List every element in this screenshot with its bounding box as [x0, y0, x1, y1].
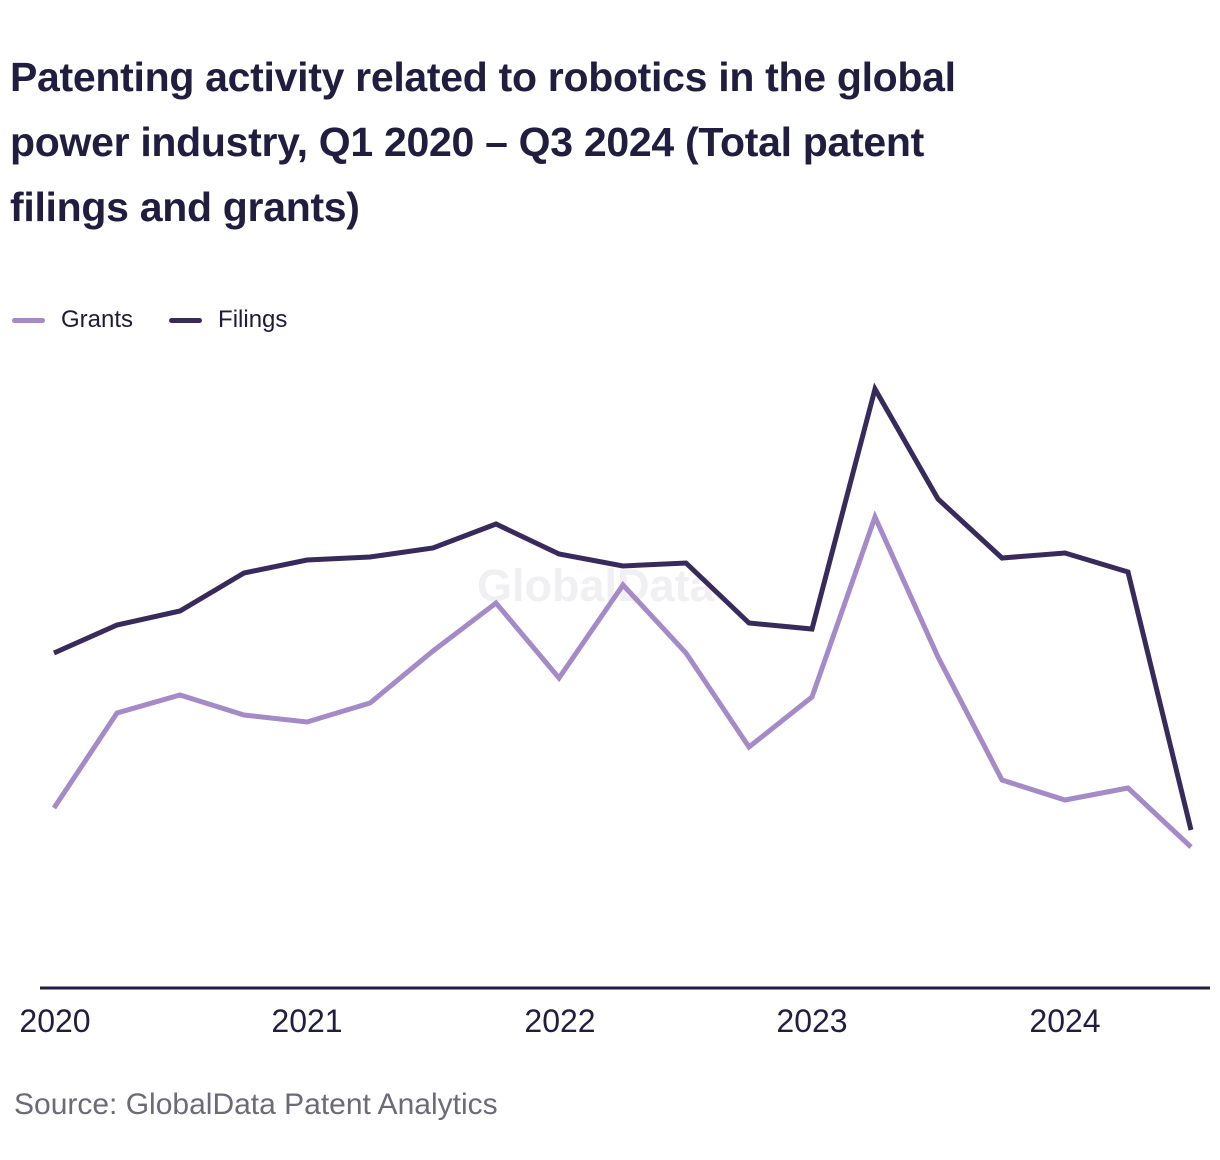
legend-label-filings: Filings: [218, 306, 288, 333]
legend-item-grants: Grants: [12, 306, 133, 334]
x-axis-label-2022: 2022: [524, 1003, 595, 1039]
watermark-text: GlobalData: [477, 560, 716, 611]
x-axis-labels: 2020 2021 2022 2023 2024: [19, 1003, 1100, 1039]
filings-line: [52, 382, 1194, 831]
grants-line-swatch: [12, 317, 45, 323]
x-axis-label-2021: 2021: [271, 1003, 342, 1039]
x-axis-label-2023: 2023: [776, 1003, 847, 1039]
chart-title-line-1: Patenting activity related to robotics i…: [10, 54, 956, 100]
chart-title-line-2: power industry, Q1 2020 – Q3 2024 (Total…: [10, 119, 925, 165]
legend-item-filings: Filings: [169, 306, 287, 334]
x-axis-label-2024: 2024: [1029, 1003, 1100, 1039]
filings-line-swatch: [169, 317, 203, 323]
chart-title: Patenting activity related to robotics i…: [10, 45, 1200, 240]
source-text: Source: GlobalData Patent Analytics: [14, 1088, 498, 1121]
chart-title-line-3: filings and grants): [10, 184, 360, 230]
x-axis-label-2020: 2020: [19, 1003, 90, 1039]
legend-label-grants: Grants: [61, 306, 134, 333]
grants-line: [51, 510, 1193, 849]
chart-legend: Grants Filings: [12, 306, 287, 334]
